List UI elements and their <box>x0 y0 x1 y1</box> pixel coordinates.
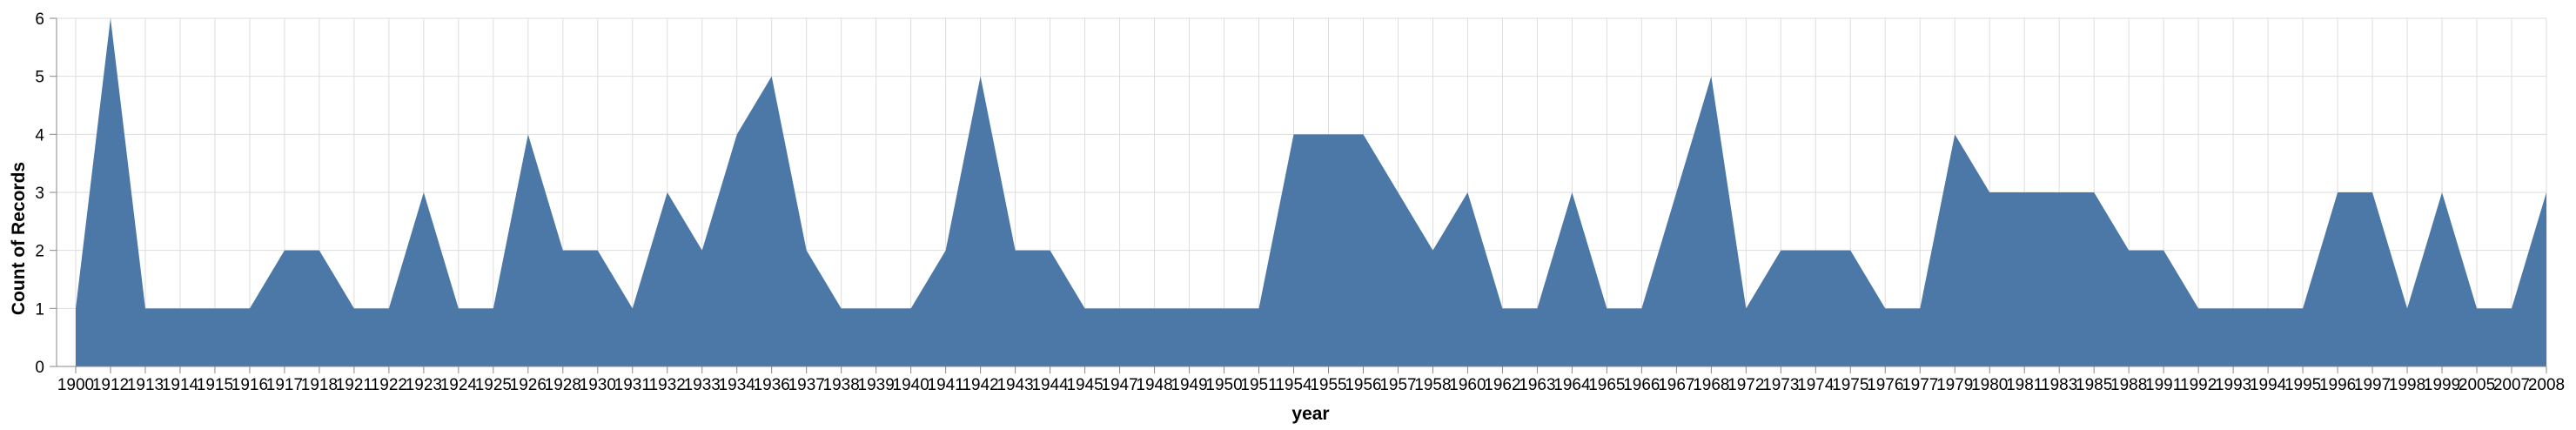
y-tick-label: 1 <box>35 300 44 319</box>
x-tick-label: 1937 <box>788 376 825 394</box>
x-tick-label: 1936 <box>754 376 790 394</box>
x-tick-label: 1915 <box>197 376 233 394</box>
x-tick-label: 1926 <box>510 376 547 394</box>
x-tick-label: 1988 <box>2110 376 2147 394</box>
x-tick-label: 1939 <box>858 376 895 394</box>
x-tick-label: 1950 <box>1205 376 1242 394</box>
x-tick-label: 1963 <box>1519 376 1555 394</box>
x-tick-label: 1948 <box>1136 376 1172 394</box>
x-tick-label: 1979 <box>1936 376 1973 394</box>
x-tick-label: 1940 <box>893 376 929 394</box>
x-tick-label: 1922 <box>371 376 407 394</box>
x-tick-label: 1960 <box>1449 376 1486 394</box>
x-tick-label: 1951 <box>1240 376 1277 394</box>
x-tick-label: 1980 <box>1971 376 2008 394</box>
x-tick-label: 1912 <box>92 376 129 394</box>
y-tick-label: 3 <box>35 185 44 203</box>
x-tick-label: 1994 <box>2250 376 2287 394</box>
x-tick-label: 1930 <box>580 376 616 394</box>
x-tick-label: 1966 <box>1623 376 1660 394</box>
x-tick-label: 1900 <box>57 376 94 394</box>
y-tick-label: 4 <box>35 126 44 144</box>
x-tick-label: 1954 <box>1275 376 1312 394</box>
x-tick-label: 1934 <box>719 376 756 394</box>
x-tick-label: 1996 <box>2319 376 2356 394</box>
x-tick-label: 1993 <box>2215 376 2251 394</box>
x-tick-label: 1983 <box>2041 376 2077 394</box>
y-tick-label: 2 <box>35 243 44 261</box>
x-tick-label: 1985 <box>2076 376 2112 394</box>
x-tick-label: 1998 <box>2389 376 2425 394</box>
x-tick-label: 1945 <box>1066 376 1103 394</box>
x-tick-label: 2007 <box>2493 376 2530 394</box>
area-series <box>76 18 2546 366</box>
x-tick-label: 1974 <box>1797 376 1835 394</box>
y-axis-title: Count of Records <box>9 162 29 315</box>
x-tick-label: 1943 <box>996 376 1033 394</box>
x-tick-label: 1949 <box>1171 376 1207 394</box>
y-tick-label: 0 <box>35 359 44 377</box>
x-tick-label: 1992 <box>2180 376 2217 394</box>
x-tick-label: 1942 <box>962 376 998 394</box>
x-tick-label: 1977 <box>1902 376 1938 394</box>
x-tick-label: 1931 <box>614 376 651 394</box>
x-tick-label: 1955 <box>1310 376 1346 394</box>
x-tick-label: 1924 <box>440 376 478 394</box>
axes: 0123456190019121913191419151916191719181… <box>35 10 2565 394</box>
area-mark <box>76 18 2546 366</box>
x-tick-label: 1941 <box>928 376 964 394</box>
x-tick-label: 1967 <box>1658 376 1694 394</box>
x-tick-label: 1973 <box>1762 376 1799 394</box>
y-tick-label: 5 <box>35 69 44 87</box>
x-tick-label: 1965 <box>1588 376 1625 394</box>
x-tick-label: 1918 <box>301 376 338 394</box>
x-tick-label: 2005 <box>2459 376 2495 394</box>
x-tick-label: 1947 <box>1101 376 1137 394</box>
x-tick-label: 1956 <box>1345 376 1381 394</box>
x-tick-label: 1968 <box>1693 376 1729 394</box>
x-tick-label: 1975 <box>1832 376 1868 394</box>
x-tick-label: 1913 <box>127 376 164 394</box>
x-tick-label: 1999 <box>2424 376 2460 394</box>
x-tick-label: 1933 <box>684 376 721 394</box>
x-tick-label: 1962 <box>1484 376 1520 394</box>
y-tick-label: 6 <box>35 10 44 29</box>
x-tick-label: 1995 <box>2284 376 2321 394</box>
x-tick-label: 1914 <box>162 376 199 394</box>
x-tick-label: 1958 <box>1414 376 1451 394</box>
x-tick-label: 1938 <box>823 376 860 394</box>
x-tick-label: 1991 <box>2145 376 2182 394</box>
x-tick-label: 1976 <box>1867 376 1903 394</box>
x-tick-label: 1957 <box>1379 376 1416 394</box>
x-tick-label: 1916 <box>231 376 268 394</box>
x-tick-label: 1917 <box>266 376 303 394</box>
x-tick-label: 1972 <box>1727 376 1764 394</box>
x-tick-label: 1944 <box>1031 376 1069 394</box>
x-tick-label: 1921 <box>336 376 372 394</box>
x-tick-label: 1925 <box>475 376 512 394</box>
x-tick-label: 1997 <box>2354 376 2391 394</box>
x-tick-label: 1923 <box>406 376 442 394</box>
x-tick-label: 1928 <box>545 376 581 394</box>
x-tick-label: 1981 <box>2006 376 2043 394</box>
x-tick-label: 1932 <box>649 376 686 394</box>
x-tick-label: 2008 <box>2528 376 2565 394</box>
x-axis-title: year <box>1291 404 1329 424</box>
x-tick-label: 1964 <box>1553 376 1591 394</box>
